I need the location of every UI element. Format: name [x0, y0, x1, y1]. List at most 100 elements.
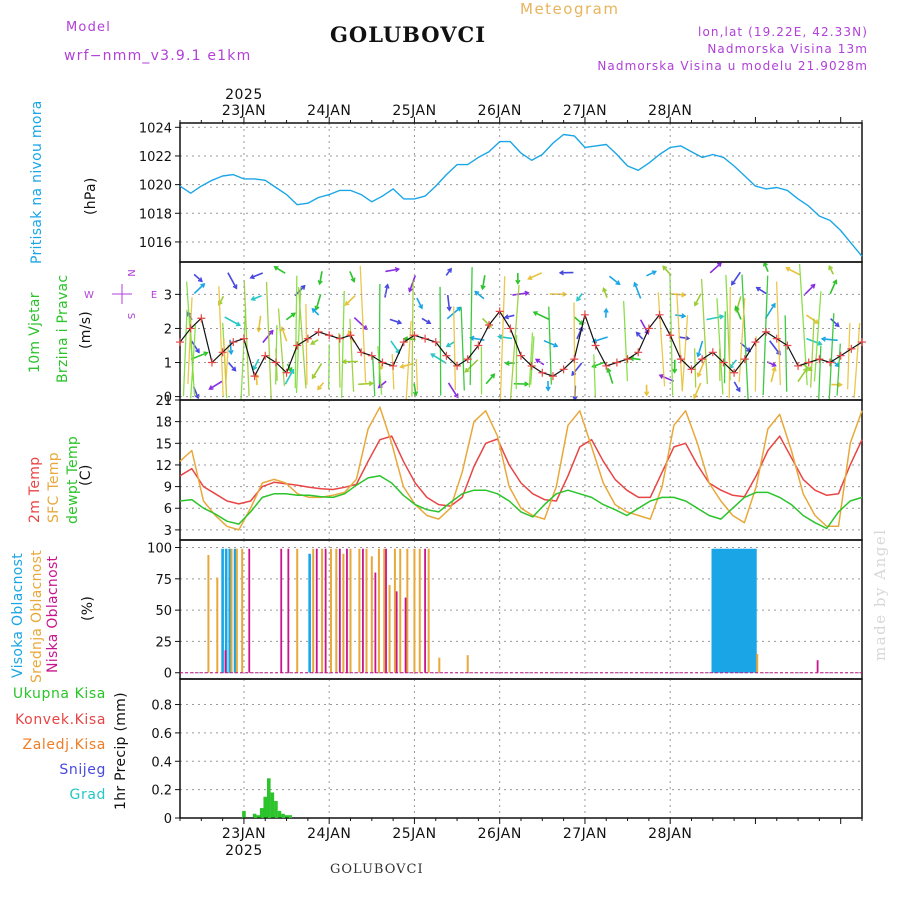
wind-arrowhead-icon — [576, 296, 581, 302]
y-tick-label: 0.2 — [151, 784, 172, 799]
legend-snow: Snijeg — [59, 762, 106, 778]
wind-arrow-icon — [659, 374, 674, 382]
wind-arrowhead-icon — [300, 284, 306, 290]
wind-speed-marker — [698, 355, 707, 364]
wind-speed-marker — [506, 324, 515, 333]
mid-cloud-bar — [399, 548, 402, 673]
wind-arrowhead-icon — [408, 287, 414, 293]
y-tick-label: 3 — [164, 288, 172, 303]
wind-arrow-icon — [389, 318, 402, 324]
wind-arrowhead-icon — [606, 367, 612, 373]
wind-speed-marker — [463, 355, 472, 364]
wind-arrow-icon — [285, 312, 296, 321]
wind-arrowhead-icon — [310, 340, 316, 345]
wind-arrowhead-icon — [317, 279, 323, 286]
wind-arrow-icon — [734, 306, 742, 320]
wind-arrow-icon — [592, 336, 608, 343]
station-elevation: Nadmorska Visina 13m — [707, 42, 868, 56]
date-label-top: 25JAN — [392, 103, 436, 119]
wind-arrow-icon — [602, 288, 608, 298]
wind-arrow-icon — [622, 300, 629, 382]
wind-arrowhead-icon — [453, 393, 459, 399]
high-cloud-bar — [713, 548, 717, 673]
wind-arrow-icon — [284, 369, 295, 385]
wind-arrow-icon — [190, 324, 197, 399]
wind-speed-marker — [612, 358, 621, 367]
wind-arrowhead-icon — [249, 274, 255, 280]
wind-arrow-icon — [474, 290, 485, 300]
wind-arrow-icon — [224, 316, 241, 327]
wind-arrow-icon — [470, 336, 485, 341]
wind-arrow-icon — [281, 327, 288, 342]
wind-arrow-icon — [277, 308, 286, 387]
mid-cloud-bar — [377, 548, 380, 673]
wind-arrow-icon — [633, 282, 642, 299]
wind-arrow-icon — [294, 275, 298, 389]
wind-arrowhead-icon — [515, 279, 521, 285]
wind-arrowhead-icon — [445, 342, 451, 348]
precip-bar — [267, 778, 271, 818]
precip-bar — [242, 810, 246, 818]
wind-arrowhead-icon — [368, 380, 374, 387]
wind-arrow-icon — [764, 303, 776, 320]
wind-arrow-icon — [453, 306, 457, 391]
wind-arrowhead-icon — [311, 374, 317, 380]
temp2m-line — [179, 435, 863, 507]
wind-arrow-icon — [770, 367, 776, 383]
precip-bar — [281, 813, 285, 818]
y-tick-label: 1024 — [139, 121, 172, 136]
wind-arrowhead-icon — [755, 286, 761, 292]
date-label-top: 24JAN — [307, 103, 351, 119]
wind-arrowhead-icon — [273, 266, 279, 271]
wind-arrowhead-icon — [362, 325, 368, 331]
wind-arrowhead-icon — [770, 302, 776, 308]
wind-arrow-icon — [509, 284, 520, 400]
wind-speed-marker — [474, 341, 483, 350]
y-tick-label: 100 — [147, 542, 172, 557]
compass-w: W — [84, 290, 94, 301]
wind-arrow-icon — [763, 262, 769, 272]
high-cloud-bar — [749, 548, 753, 673]
wind-arrowhead-icon — [643, 391, 650, 397]
date-label-bottom: 27JAN — [563, 826, 607, 842]
wind-speed-marker — [687, 365, 696, 374]
precip-bar — [274, 800, 278, 818]
wind-arrowhead-icon — [280, 326, 286, 332]
wind-arrow-icon — [828, 313, 835, 400]
wind-arrowhead-icon — [480, 284, 486, 291]
wind-arrowhead-icon — [534, 358, 541, 364]
wind-arrow-icon — [803, 283, 816, 296]
wind-arrow-icon — [295, 287, 302, 394]
wind-arrowhead-icon — [771, 361, 777, 367]
wind-arrowhead-icon — [562, 291, 568, 297]
date-label-bottom: 24JAN — [307, 826, 351, 842]
high-cloud-bar — [711, 548, 715, 673]
wind-arrowhead-icon — [719, 314, 725, 320]
wind-speed-marker — [431, 338, 440, 347]
date-label-top: 23JAN — [222, 103, 266, 119]
wind-speed-marker — [527, 361, 536, 370]
wind-arrow-icon — [846, 323, 851, 390]
wind-arrow-icon — [675, 314, 686, 317]
wind-arrow-icon — [853, 323, 861, 398]
high-cloud-bar — [747, 548, 751, 673]
wind-arrow-icon — [413, 383, 417, 396]
wind-arrow-icon — [504, 314, 515, 319]
precip-bar — [288, 815, 292, 818]
wind-speed-marker — [271, 358, 280, 367]
wind-arrow-icon — [286, 363, 293, 372]
wind-arrowhead-icon — [545, 386, 551, 392]
wind-arrowhead-icon — [837, 382, 843, 388]
wind-arrowhead-icon — [317, 385, 322, 391]
wind-arrow-icon — [209, 380, 223, 390]
wind-arrowhead-icon — [524, 290, 530, 296]
wind-arrow-icon — [723, 311, 726, 384]
wind-arrowhead-icon — [208, 385, 214, 390]
wind-arrow-icon — [762, 275, 769, 396]
wind-arrow-icon — [805, 314, 819, 324]
wind-speed-marker — [485, 321, 494, 330]
high-cloud-bar — [228, 548, 232, 673]
wind-arrow-icon — [756, 286, 767, 295]
time-axis: 23JAN 23JAN 24JAN 24JAN 25JAN 25JAN 26JAN 26JAN… — [179, 87, 863, 859]
wind-speed-marker — [517, 351, 525, 360]
